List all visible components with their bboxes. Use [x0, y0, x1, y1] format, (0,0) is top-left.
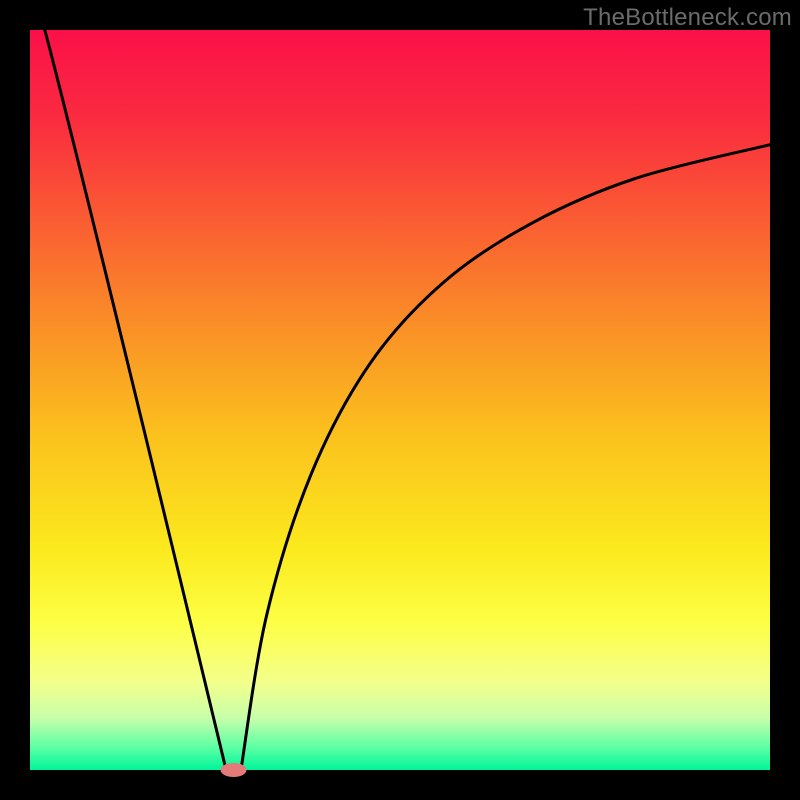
bottleneck-curve: [30, 30, 770, 770]
curve-left-branch: [45, 30, 226, 770]
minimum-marker: [221, 763, 247, 777]
watermark-text: TheBottleneck.com: [583, 4, 792, 32]
curve-right-branch: [241, 145, 770, 770]
plot-area: [30, 30, 770, 770]
